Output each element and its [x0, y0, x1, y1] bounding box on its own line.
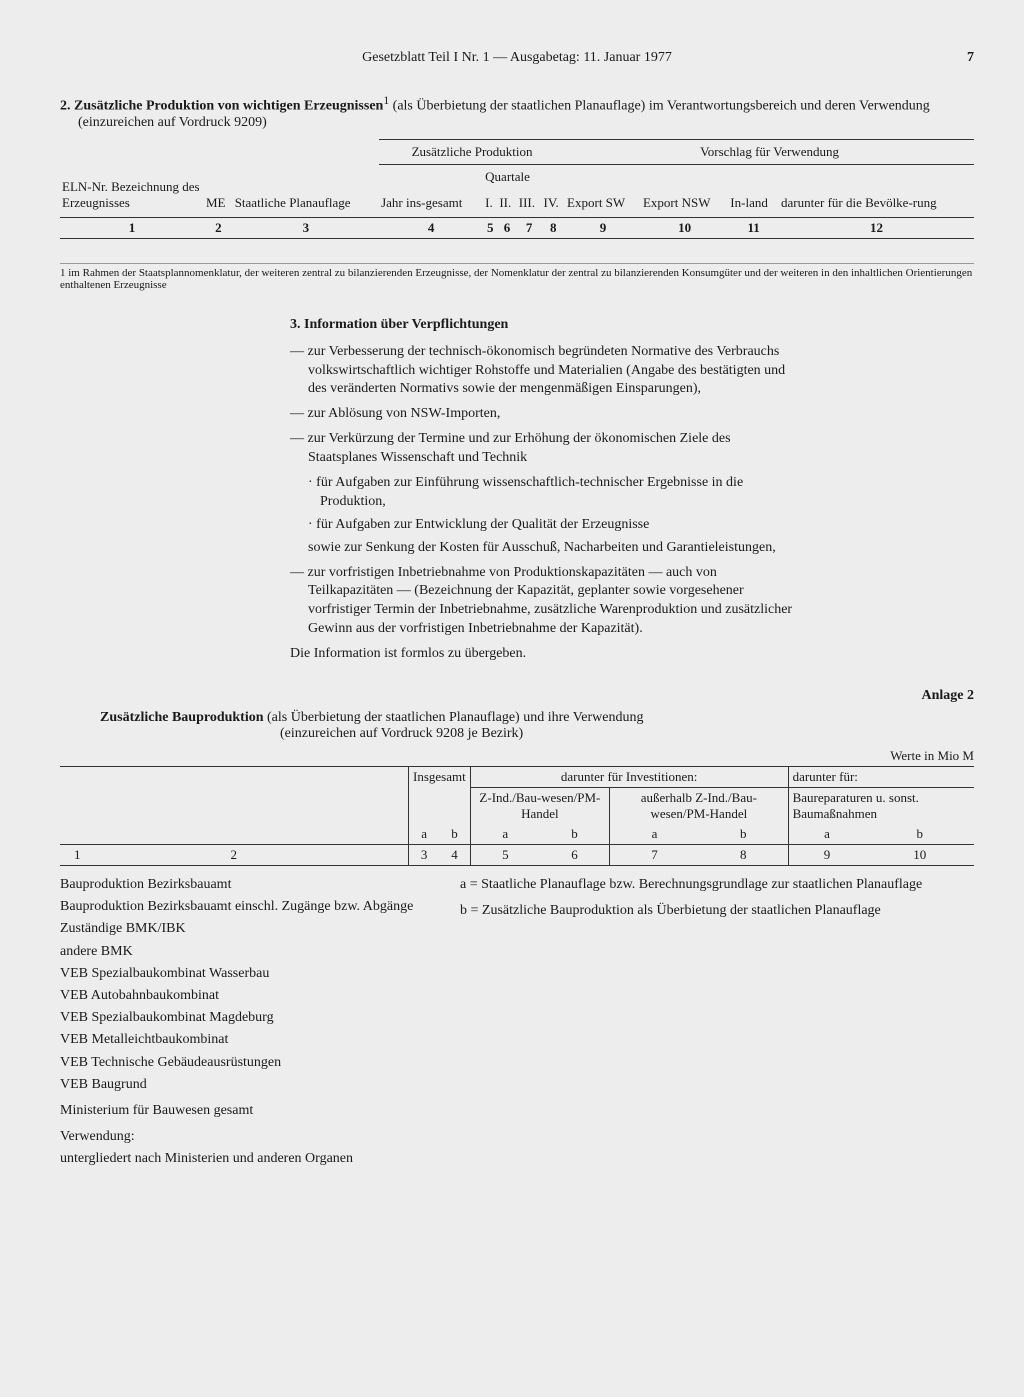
- anlage-2-label: Anlage 2: [60, 688, 974, 704]
- t1-group-right: Vorschlag für Verwendung: [565, 139, 974, 164]
- running-header: Gesetzblatt Teil I Nr. 1 — Ausgabetag: 1…: [60, 50, 974, 66]
- section-2-heading: 2. Zusätzliche Produktion von wichtigen …: [60, 94, 974, 131]
- t1-h4: Jahr ins-gesamt: [379, 164, 483, 217]
- t1-q4: IV.: [541, 191, 565, 218]
- legend-b: b = Zusätzliche Bauproduktion als Überbi…: [460, 902, 974, 920]
- t1-n9: 9: [565, 217, 641, 238]
- t2-a3: a: [610, 824, 699, 845]
- t1-n7: 7: [517, 217, 542, 238]
- s3-i1: — zur Verbesserung der technisch-ökonomi…: [290, 343, 794, 400]
- t2-ins: Insgesamt: [409, 767, 471, 788]
- bauprod-rest: (als Überbietung der staatlichen Planauf…: [264, 710, 644, 725]
- t2-a1: a: [409, 824, 440, 845]
- t2-n5: 5: [470, 845, 540, 866]
- t2-n10: 10: [865, 845, 974, 866]
- s3-i2: — zur Ablösung von NSW-Importen,: [290, 405, 794, 424]
- t1-n1: 1: [60, 217, 204, 238]
- t1-n4: 4: [379, 217, 483, 238]
- entity-list: Bauproduktion Bezirksbauamt Bauproduktio…: [60, 876, 420, 1172]
- t1-h3: Staatliche Planauflage: [233, 164, 379, 217]
- section-3: 3. Information über Verpflichtungen — zu…: [290, 317, 794, 664]
- list-item: andere BMK: [60, 943, 420, 961]
- t1-n10: 10: [641, 217, 728, 238]
- s3-p1: sowie zur Senkung der Kosten für Ausschu…: [290, 539, 794, 558]
- t2-bau: Baureparaturen u. sonst. Baumaßnahmen: [788, 788, 974, 825]
- t1-n11: 11: [728, 217, 779, 238]
- footnote-1: 1 im Rahmen der Staatsplannomenklatur, d…: [60, 263, 974, 291]
- werte-label: Werte in Mio M: [60, 748, 974, 764]
- t1-n2: 2: [204, 217, 233, 238]
- list-item: Bauproduktion Bezirksbauamt einschl. Zug…: [60, 898, 420, 916]
- list-item: VEB Autobahnbaukombinat: [60, 987, 420, 1005]
- t2-b3: b: [699, 824, 788, 845]
- bottom-columns: Bauproduktion Bezirksbauamt Bauproduktio…: [60, 876, 974, 1172]
- t2-n1: 1: [74, 847, 81, 862]
- t2-n6: 6: [540, 845, 610, 866]
- t2-inv: darunter für Investitionen:: [470, 767, 788, 788]
- t2-n9: 9: [788, 845, 865, 866]
- list-item: Bauproduktion Bezirksbauamt: [60, 876, 420, 894]
- list-item: VEB Metalleichtbaukombinat: [60, 1031, 420, 1049]
- t1-n3: 3: [233, 217, 379, 238]
- header-text: Gesetzblatt Teil I Nr. 1 — Ausgabetag: 1…: [362, 50, 672, 65]
- t1-h12: darunter für die Bevölke-rung: [779, 164, 974, 217]
- t1-n5: 5: [483, 217, 497, 238]
- t1-n8: 8: [541, 217, 565, 238]
- list-item: VEB Spezialbaukombinat Magdeburg: [60, 1009, 420, 1027]
- t2-n7: 7: [610, 845, 699, 866]
- bauprod-heading: Zusätzliche Bauproduktion (als Überbietu…: [100, 710, 974, 742]
- list-item: Verwendung:: [60, 1128, 420, 1146]
- bauprod-bold: Zusätzliche Bauproduktion: [100, 710, 264, 725]
- t2-a4: a: [788, 824, 865, 845]
- t1-h11: In-land: [728, 164, 779, 217]
- t2-n8: 8: [699, 845, 788, 866]
- t1-h10: Export NSW: [641, 164, 728, 217]
- t2-b2: b: [540, 824, 610, 845]
- s3-s1: · für Aufgaben zur Einführung wissenscha…: [290, 474, 794, 512]
- legend-a: a = Staatliche Planauflage bzw. Berechnu…: [460, 876, 974, 894]
- list-item: VEB Spezialbaukombinat Wasserbau: [60, 965, 420, 983]
- t2-n4: 4: [439, 845, 470, 866]
- t2-n3: 3: [409, 845, 440, 866]
- t2-au: außerhalb Z-Ind./Bau-wesen/PM-Handel: [610, 788, 788, 825]
- t2-b1: b: [439, 824, 470, 845]
- list-item: Zuständige BMK/IBK: [60, 920, 420, 938]
- list-item: VEB Technische Gebäudeausrüstungen: [60, 1054, 420, 1072]
- list-item: VEB Baugrund: [60, 1076, 420, 1094]
- table-2: Insgesamt darunter für Investitionen: da…: [60, 766, 974, 866]
- t1-h2: ME: [204, 164, 233, 217]
- t1-hq: Quartale: [483, 164, 565, 191]
- t1-h1: ELN-Nr. Bezeichnung des Erzeugnisses: [60, 164, 204, 217]
- t2-b4: b: [865, 824, 974, 845]
- t2-a2: a: [470, 824, 540, 845]
- t2-z: Z-Ind./Bau-wesen/PM-Handel: [470, 788, 609, 825]
- section-3-title: 3. Information über Verpflichtungen: [290, 317, 794, 333]
- list-item: Ministerium für Bauwesen gesamt: [60, 1102, 420, 1120]
- s3-p2: Die Information ist formlos zu übergeben…: [290, 645, 794, 664]
- page-number: 7: [967, 50, 974, 66]
- section-num: 2.: [60, 99, 71, 114]
- s3-i4: — zur vorfristigen Inbetriebnahme von Pr…: [290, 564, 794, 640]
- t1-q2: II.: [497, 191, 516, 218]
- t1-h9: Export SW: [565, 164, 641, 217]
- s3-i3: — zur Verkürzung der Termine und zur Erh…: [290, 430, 794, 468]
- t1-q1: I.: [483, 191, 497, 218]
- t1-n12: 12: [779, 217, 974, 238]
- t1-group-left: Zusätzliche Produktion: [379, 139, 565, 164]
- list-item: untergliedert nach Ministerien und ander…: [60, 1150, 420, 1168]
- table-1: Zusätzliche Produktion Vorschlag für Ver…: [60, 139, 974, 239]
- bauprod-line2: (einzureichen auf Vordruck 9208 je Bezir…: [280, 726, 523, 742]
- t1-q3: III.: [517, 191, 542, 218]
- page: Gesetzblatt Teil I Nr. 1 — Ausgabetag: 1…: [0, 0, 1024, 1397]
- t1-n6: 6: [497, 217, 516, 238]
- s3-s2: · für Aufgaben zur Entwicklung der Quali…: [290, 516, 794, 535]
- section-title-bold: Zusätzliche Produktion von wichtigen Erz…: [74, 99, 383, 114]
- legend: a = Staatliche Planauflage bzw. Berechnu…: [460, 876, 974, 1172]
- t2-n2: 2: [231, 847, 238, 862]
- t2-dar: darunter für:: [788, 767, 974, 788]
